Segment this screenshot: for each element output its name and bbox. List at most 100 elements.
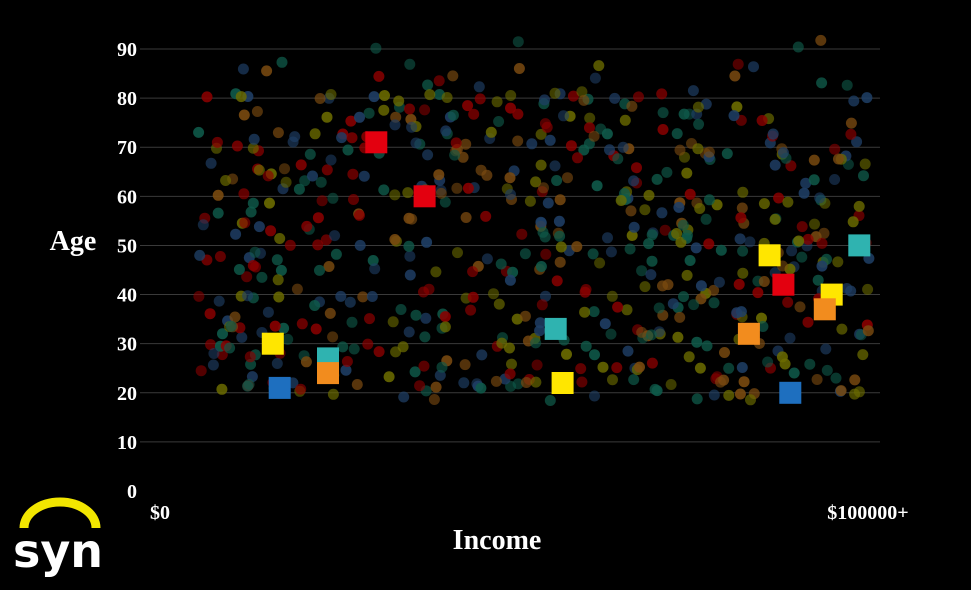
data-point	[212, 207, 224, 219]
data-point	[748, 61, 759, 73]
data-point	[845, 285, 857, 297]
data-point	[673, 201, 685, 213]
data-point	[439, 311, 451, 323]
data-point	[690, 242, 702, 254]
highlighted-point	[737, 322, 760, 345]
data-point	[447, 109, 459, 121]
data-point	[847, 216, 859, 228]
data-point	[612, 153, 624, 165]
data-point	[327, 331, 339, 343]
data-point	[691, 336, 703, 348]
data-point	[604, 144, 615, 156]
data-point	[235, 91, 247, 103]
data-point	[733, 278, 745, 290]
data-point	[643, 238, 655, 250]
data-point	[512, 135, 524, 147]
data-point	[301, 220, 313, 232]
data-point	[833, 153, 844, 165]
data-point	[549, 87, 561, 99]
data-point	[272, 274, 284, 286]
data-point	[788, 367, 800, 379]
data-point	[848, 95, 860, 107]
data-point	[587, 248, 599, 260]
data-point	[688, 299, 700, 311]
data-point	[513, 63, 525, 74]
data-point	[579, 286, 591, 298]
data-point	[395, 304, 407, 315]
data-point	[758, 198, 770, 210]
data-point	[315, 176, 327, 188]
data-point	[599, 318, 611, 330]
data-point	[643, 189, 655, 201]
data-point	[213, 295, 225, 307]
data-point	[555, 241, 567, 253]
data-point	[231, 140, 243, 152]
data-point	[859, 158, 871, 170]
data-point	[737, 245, 749, 257]
data-point	[480, 210, 492, 222]
data-point	[512, 108, 524, 120]
data-point	[665, 379, 677, 390]
data-point	[346, 132, 358, 144]
data-point	[447, 70, 459, 82]
y-axis-title: Age	[50, 226, 97, 257]
data-point	[584, 112, 596, 124]
data-point	[646, 229, 658, 241]
data-point	[512, 36, 524, 48]
data-point	[419, 104, 431, 116]
data-point	[347, 168, 359, 180]
data-point	[692, 101, 704, 113]
data-point	[636, 265, 648, 277]
y-axis-ticks: 0 10 20 30 40 50 60 70 80 90	[117, 39, 137, 503]
data-point	[782, 196, 794, 208]
data-point	[251, 106, 263, 117]
data-point	[193, 290, 205, 302]
data-point	[433, 75, 445, 87]
data-point	[594, 257, 606, 269]
data-point	[589, 349, 600, 361]
data-point	[473, 81, 485, 93]
data-point	[580, 340, 592, 352]
data-point	[544, 395, 556, 406]
data-point	[420, 312, 432, 324]
data-point	[357, 291, 369, 303]
data-point	[681, 229, 693, 241]
data-point	[631, 162, 642, 174]
data-point	[439, 321, 451, 333]
data-point	[540, 290, 551, 302]
data-point	[373, 346, 385, 358]
data-point	[208, 348, 220, 359]
data-point	[378, 184, 390, 196]
highlighted-point	[772, 273, 795, 296]
data-point	[678, 108, 690, 120]
data-point	[214, 251, 226, 262]
data-point	[858, 170, 869, 182]
data-point	[708, 389, 720, 401]
data-point	[681, 167, 693, 179]
data-point	[693, 118, 705, 130]
data-point	[534, 325, 546, 337]
data-point	[578, 94, 590, 106]
data-point	[671, 228, 683, 239]
data-point	[829, 174, 841, 185]
logo-text: syn	[13, 524, 103, 578]
data-point	[261, 65, 273, 77]
data-point	[758, 276, 770, 287]
data-point	[634, 361, 645, 373]
data-point	[279, 163, 290, 175]
data-point	[530, 337, 542, 349]
data-point	[312, 239, 324, 251]
data-point	[229, 311, 241, 323]
y-tick-label: 30	[117, 334, 137, 356]
data-point	[589, 72, 601, 84]
data-point	[675, 236, 687, 248]
data-point	[602, 232, 613, 244]
data-point	[468, 108, 480, 120]
data-point	[821, 364, 833, 376]
data-point	[687, 85, 699, 97]
data-point	[307, 170, 318, 182]
data-point	[646, 255, 658, 267]
data-point	[217, 328, 228, 340]
data-point	[534, 317, 546, 329]
data-point	[784, 332, 796, 344]
